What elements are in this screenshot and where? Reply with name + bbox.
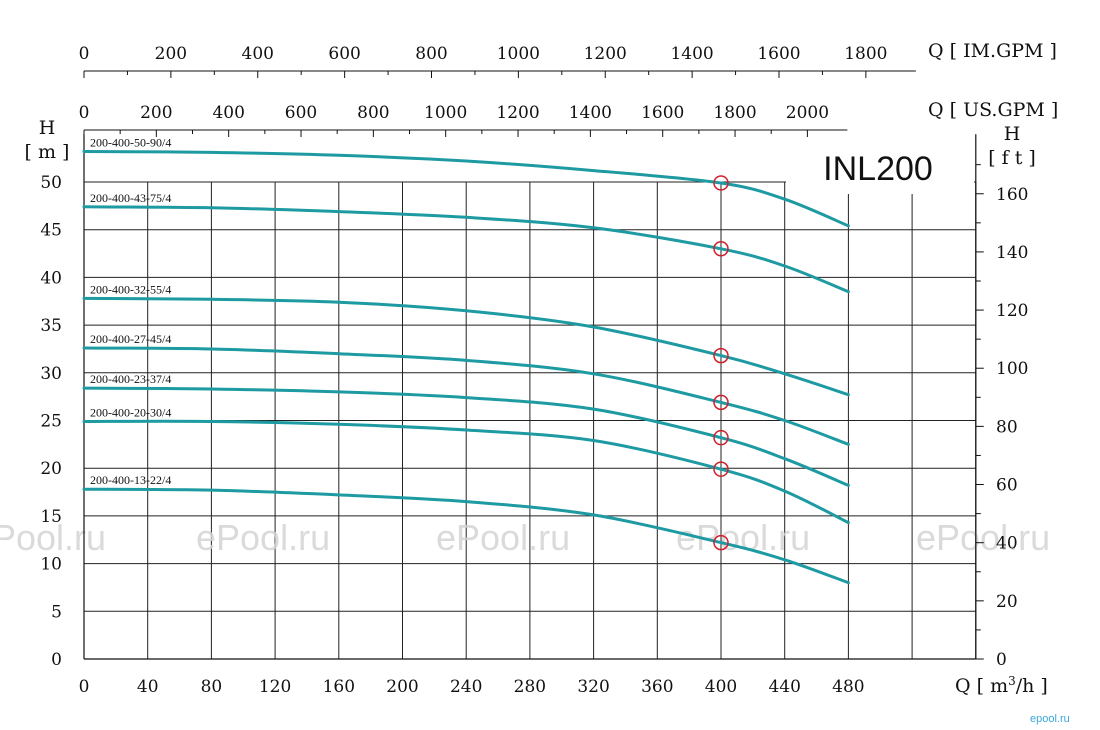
chart-grid bbox=[83, 181, 977, 659]
curve-label: 200-400-27-45/4 bbox=[90, 332, 171, 346]
im-gpm-tick-label: 200 bbox=[155, 44, 187, 64]
us-gpm-tick-label: 1000 bbox=[424, 103, 467, 123]
curve-label: 200-400-50-90/4 bbox=[90, 135, 171, 149]
duty-point-marker bbox=[713, 461, 729, 477]
curve-label: 200-400-13-22/4 bbox=[90, 473, 171, 487]
x-tick-label: 360 bbox=[641, 677, 673, 697]
y-left-tick-label: 50 bbox=[40, 173, 62, 193]
im-gpm-tick-label: 1200 bbox=[584, 44, 627, 64]
duty-point-marker bbox=[713, 241, 729, 257]
watermark: ePool.ru bbox=[436, 517, 570, 558]
watermark-partial: Pool.ru bbox=[0, 517, 106, 558]
pump-curve bbox=[82, 205, 850, 294]
y-right-tick-label: 60 bbox=[996, 476, 1018, 496]
y-left-tick-label: 10 bbox=[40, 555, 62, 575]
x-tick-label: 280 bbox=[514, 677, 546, 697]
y-right-tick-label: 40 bbox=[996, 534, 1018, 554]
im-gpm-tick-label: 0 bbox=[79, 44, 90, 64]
im-gpm-axis-title: Q [ IM.GPM ] bbox=[928, 40, 1057, 62]
x-tick-label: 240 bbox=[450, 677, 482, 697]
x-axis-title: Q [ m3/h ] bbox=[955, 674, 1048, 697]
watermark-layer: Pool.ru ePool.ru ePool.ru ePool.ru ePool… bbox=[0, 517, 1050, 558]
us-gpm-axis-title: Q [ US.GPM ] bbox=[928, 99, 1058, 121]
y-right-tick-label: 160 bbox=[996, 185, 1028, 205]
watermark: ePool.ru bbox=[916, 517, 1050, 558]
im-gpm-tick-label: 1800 bbox=[844, 44, 887, 64]
duty-point-markers bbox=[713, 175, 729, 551]
im-gpm-tick-label: 800 bbox=[415, 44, 447, 64]
x-tick-label: 120 bbox=[259, 677, 291, 697]
chart-axes: 0 40 80 120 160 200 240 280 320 360 400 440 480 Q [ m… bbox=[25, 40, 1059, 697]
y-left-tick-label: 20 bbox=[40, 459, 62, 479]
pump-curves bbox=[82, 150, 850, 585]
duty-point-marker bbox=[713, 429, 729, 446]
curve-label: 200-400-43-75/4 bbox=[90, 191, 171, 205]
us-gpm-tick-label: 1400 bbox=[569, 103, 612, 123]
im-gpm-tick-label: 600 bbox=[328, 44, 360, 64]
y-left-axis-label: H bbox=[39, 117, 56, 139]
y-right-tick-label: 120 bbox=[996, 301, 1028, 321]
im-gpm-tick-label: 1600 bbox=[757, 44, 800, 64]
y-left-tick-label: 5 bbox=[51, 602, 62, 622]
y-right-axis-label: H bbox=[1004, 123, 1021, 145]
curve-label: 200-400-23-37/4 bbox=[90, 372, 171, 386]
us-gpm-tick-label: 200 bbox=[140, 103, 172, 123]
watermark: ePool.ru bbox=[196, 517, 330, 558]
duty-point-marker bbox=[713, 347, 729, 364]
model-title: INL200 bbox=[823, 150, 933, 188]
x-tick-label: 80 bbox=[201, 677, 223, 697]
x-tick-label: 400 bbox=[705, 677, 737, 697]
pump-curve bbox=[82, 150, 850, 228]
x-tick-label: 320 bbox=[577, 677, 609, 697]
duty-point-marker bbox=[713, 175, 729, 191]
duty-point-marker bbox=[713, 534, 729, 551]
x-tick-label: 200 bbox=[386, 677, 418, 697]
y-left-tick-label: 45 bbox=[40, 221, 62, 241]
y-left-tick-label: 30 bbox=[40, 364, 62, 384]
us-gpm-tick-label: 2000 bbox=[786, 103, 829, 123]
us-gpm-tick-label: 800 bbox=[357, 103, 389, 123]
pump-curve bbox=[82, 296, 850, 397]
y-right-axis-unit: [ f t ] bbox=[988, 147, 1036, 169]
pump-curve bbox=[82, 419, 850, 525]
pump-curve bbox=[82, 346, 850, 446]
x-tick-label: 440 bbox=[768, 677, 800, 697]
x-tick-label: 160 bbox=[323, 677, 355, 697]
curve-label: 200-400-32-55/4 bbox=[90, 282, 171, 296]
im-gpm-tick-label: 1400 bbox=[670, 44, 713, 64]
us-gpm-tick-label: 0 bbox=[79, 103, 90, 123]
y-left-tick-label: 0 bbox=[51, 650, 62, 670]
us-gpm-tick-label: 600 bbox=[285, 103, 317, 123]
y-right-tick-label: 100 bbox=[996, 359, 1028, 379]
y-left-tick-label: 15 bbox=[40, 507, 62, 527]
x-tick-label: 480 bbox=[832, 677, 864, 697]
model-title-background bbox=[786, 138, 974, 194]
curve-label: 200-400-20-30/4 bbox=[90, 405, 171, 419]
pump-curve bbox=[82, 386, 850, 487]
y-right-tick-label: 20 bbox=[996, 592, 1018, 612]
duty-point-marker bbox=[713, 394, 729, 411]
im-gpm-tick-label: 400 bbox=[242, 44, 274, 64]
model-title-box: INL200 bbox=[786, 138, 974, 194]
pump-curve bbox=[82, 487, 850, 585]
y-right-tick-label: 140 bbox=[996, 243, 1028, 263]
y-left-tick-label: 25 bbox=[40, 412, 62, 432]
im-gpm-tick-label: 1000 bbox=[497, 44, 540, 64]
us-gpm-tick-label: 400 bbox=[212, 103, 244, 123]
us-gpm-tick-label: 1200 bbox=[496, 103, 539, 123]
y-right-tick-label: 80 bbox=[996, 417, 1018, 437]
x-tick-label: 0 bbox=[79, 677, 90, 697]
curve-labels: 200-400-50-90/4 200-400-43-75/4 200-400-32… bbox=[90, 135, 171, 487]
y-left-axis-unit: [ m ] bbox=[25, 141, 70, 163]
x-tick-label: 40 bbox=[137, 677, 159, 697]
y-left-tick-label: 40 bbox=[40, 268, 62, 288]
us-gpm-tick-label: 1800 bbox=[713, 103, 756, 123]
y-left-tick-label: 35 bbox=[40, 316, 62, 336]
y-right-tick-label: 0 bbox=[996, 650, 1007, 670]
corner-logo: epool.ru bbox=[1030, 713, 1070, 725]
us-gpm-tick-label: 1600 bbox=[641, 103, 684, 123]
